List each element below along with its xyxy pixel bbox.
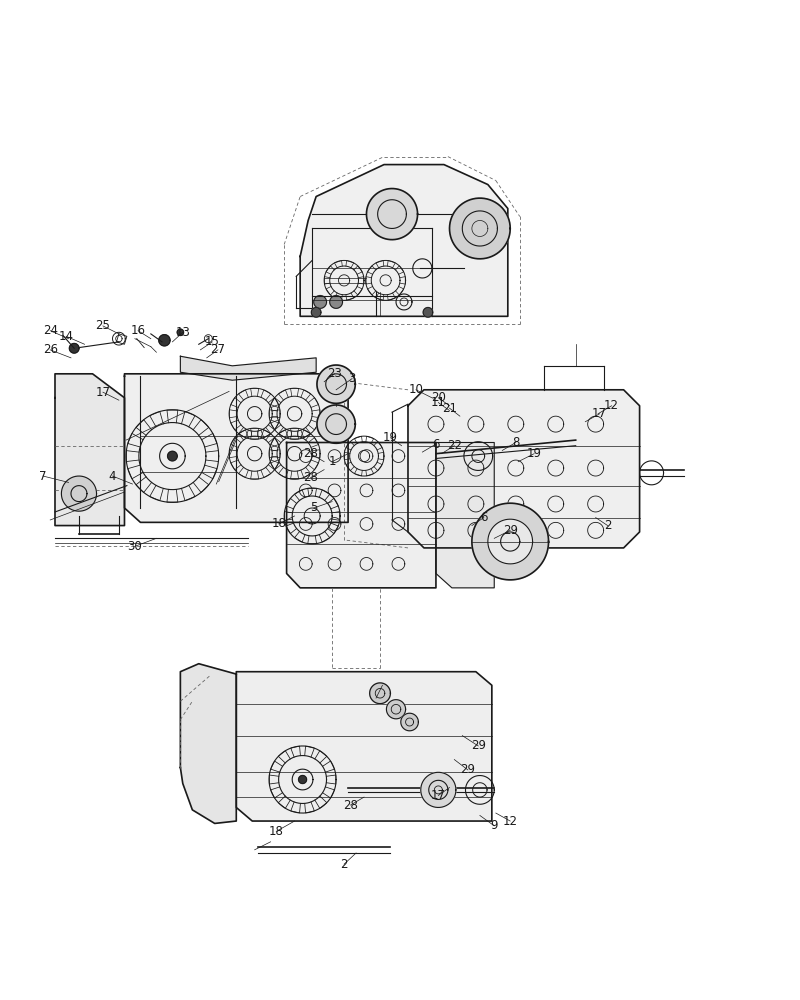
Polygon shape <box>450 198 510 259</box>
Polygon shape <box>314 296 326 308</box>
Text: 18: 18 <box>269 825 284 838</box>
Text: 28: 28 <box>303 471 318 484</box>
Polygon shape <box>472 503 549 580</box>
Text: 15: 15 <box>205 335 220 348</box>
Polygon shape <box>408 390 639 548</box>
Text: 28: 28 <box>343 799 358 812</box>
Text: 28: 28 <box>303 447 318 460</box>
Text: 17: 17 <box>592 407 607 420</box>
Text: 23: 23 <box>327 367 342 380</box>
Text: 19: 19 <box>383 431 398 444</box>
Text: 12: 12 <box>502 815 518 828</box>
Polygon shape <box>488 519 533 564</box>
Polygon shape <box>62 476 97 511</box>
Text: 20: 20 <box>431 391 446 404</box>
Text: 17: 17 <box>95 386 110 399</box>
Polygon shape <box>236 672 492 821</box>
Polygon shape <box>180 356 316 380</box>
Polygon shape <box>177 329 183 335</box>
Polygon shape <box>159 335 170 346</box>
Text: 6: 6 <box>432 438 440 451</box>
Text: 8: 8 <box>512 436 519 449</box>
Text: 22: 22 <box>447 439 462 452</box>
Polygon shape <box>70 343 79 353</box>
Polygon shape <box>180 664 236 823</box>
Text: 25: 25 <box>95 319 110 332</box>
Polygon shape <box>311 308 321 317</box>
Polygon shape <box>421 772 456 807</box>
Polygon shape <box>436 442 494 588</box>
Text: 29: 29 <box>460 763 475 776</box>
Text: 19: 19 <box>526 447 542 460</box>
Polygon shape <box>298 776 306 784</box>
Text: 12: 12 <box>604 399 619 412</box>
Text: 7: 7 <box>39 470 46 483</box>
Text: 3: 3 <box>348 372 356 385</box>
Polygon shape <box>168 451 177 461</box>
Polygon shape <box>330 296 342 308</box>
Polygon shape <box>317 405 355 443</box>
Polygon shape <box>286 442 436 588</box>
Polygon shape <box>55 374 125 526</box>
Text: 29: 29 <box>502 524 518 537</box>
Polygon shape <box>300 165 508 316</box>
Text: 11: 11 <box>431 396 446 409</box>
Text: 9: 9 <box>490 819 498 832</box>
Text: 10: 10 <box>409 383 423 396</box>
Text: 5: 5 <box>310 501 318 514</box>
Polygon shape <box>370 683 390 704</box>
Text: 27: 27 <box>210 343 226 356</box>
Polygon shape <box>366 189 418 240</box>
Text: 4: 4 <box>109 470 116 483</box>
Text: 16: 16 <box>130 324 146 337</box>
Text: 26: 26 <box>42 343 58 356</box>
Text: 2: 2 <box>604 519 611 532</box>
Text: 14: 14 <box>58 330 74 343</box>
Text: 13: 13 <box>175 326 190 339</box>
Text: 1: 1 <box>328 455 336 468</box>
Text: 29: 29 <box>470 739 486 752</box>
Polygon shape <box>423 308 433 317</box>
Text: 2: 2 <box>340 858 348 871</box>
Polygon shape <box>125 374 348 522</box>
Polygon shape <box>401 713 418 731</box>
Text: 18: 18 <box>271 517 286 530</box>
Text: 21: 21 <box>442 402 457 415</box>
Text: 24: 24 <box>42 324 58 337</box>
Text: 30: 30 <box>127 540 142 553</box>
Polygon shape <box>317 365 355 403</box>
Text: 6: 6 <box>480 511 488 524</box>
Text: 17: 17 <box>431 789 446 802</box>
Polygon shape <box>386 700 406 719</box>
